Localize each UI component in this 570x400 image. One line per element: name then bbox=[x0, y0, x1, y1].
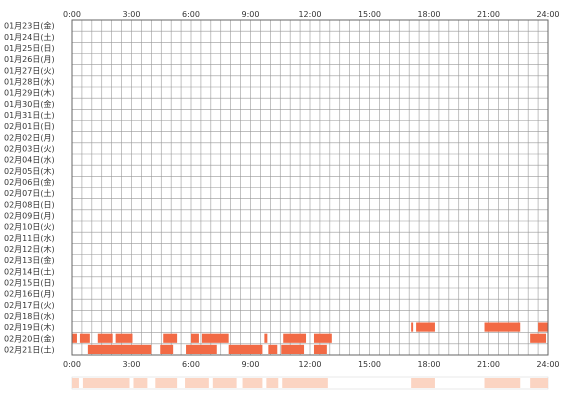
summary-bar bbox=[411, 378, 435, 388]
activity-bar bbox=[530, 333, 547, 343]
x-tick-label: 0:00 bbox=[63, 10, 81, 19]
activity-bar bbox=[411, 322, 414, 332]
row-label: 01月29日(木) bbox=[4, 88, 55, 98]
x-tick-label: 15:00 bbox=[358, 10, 381, 19]
row-label: 02月09日(月) bbox=[4, 211, 55, 220]
row-label: 02月14日(土) bbox=[4, 266, 55, 276]
row-label: 02月19日(木) bbox=[4, 322, 55, 332]
activity-bar bbox=[97, 333, 113, 343]
activity-bar bbox=[268, 344, 278, 354]
activity-bar bbox=[538, 322, 548, 332]
row-label: 01月24日(土) bbox=[4, 32, 55, 42]
summary-bar bbox=[82, 378, 130, 388]
row-label: 02月11日(水) bbox=[4, 233, 55, 243]
activity-bar bbox=[416, 322, 435, 332]
row-label: 02月16日(月) bbox=[4, 290, 55, 299]
plot-border bbox=[71, 19, 549, 356]
activity-bar bbox=[160, 344, 174, 354]
x-tick-label: 18:00 bbox=[417, 360, 440, 369]
activity-bar bbox=[264, 333, 268, 343]
x-tick-label: 9:00 bbox=[242, 10, 260, 19]
row-label: 02月04日(水) bbox=[4, 155, 55, 165]
row-label: 02月18日(水) bbox=[4, 311, 55, 321]
activity-bar bbox=[313, 344, 327, 354]
x-tick-label: 18:00 bbox=[417, 10, 440, 19]
row-labels: 01月23日(金)01月24日(土) 01月25日(日) 01月26日(月) 01月2… bbox=[4, 21, 55, 355]
summary-bar bbox=[185, 378, 209, 388]
x-tick-label: 9:00 bbox=[242, 360, 260, 369]
activity-bar bbox=[484, 322, 521, 332]
row-label: 01月30日(金) bbox=[4, 99, 55, 109]
row-label: 02月03日(火) bbox=[4, 144, 55, 153]
activity-bar bbox=[87, 344, 152, 354]
activity-bar bbox=[186, 344, 217, 354]
summary-bar bbox=[484, 378, 521, 388]
x-tick-label: 3:00 bbox=[123, 10, 141, 19]
x-tick-labels-bottom: 0:00 3:00 6:00 9:00 12:00 15:00 18:00 21:00 24:0… bbox=[63, 360, 560, 369]
row-label: 02月02日(月) bbox=[4, 133, 55, 142]
x-tick-label: 3:00 bbox=[123, 360, 141, 369]
x-tick-label: 6:00 bbox=[182, 360, 200, 369]
summary-strip bbox=[71, 376, 549, 390]
row-label: 02月05日(木) bbox=[4, 166, 55, 176]
plot-frame bbox=[71, 19, 549, 356]
activity-bar bbox=[228, 344, 263, 354]
row-label: 01月26日(月) bbox=[4, 55, 55, 64]
summary-bar bbox=[155, 378, 178, 388]
x-tick-label: 21:00 bbox=[477, 360, 500, 369]
row-label: 02月13日(金) bbox=[4, 255, 55, 265]
x-tick-label: 6:00 bbox=[182, 10, 200, 19]
activity-bar bbox=[283, 333, 307, 343]
x-tick-label: 21:00 bbox=[477, 10, 500, 19]
row-label: 01月27日(火) bbox=[4, 66, 55, 75]
row-label: 02月17日(火) bbox=[4, 301, 55, 310]
x-tick-label: 24:00 bbox=[536, 360, 559, 369]
row-label: 01月23日(金) bbox=[4, 21, 55, 31]
activity-bar bbox=[281, 344, 305, 354]
summary-bar bbox=[133, 378, 148, 388]
grid bbox=[71, 19, 549, 356]
activity-bar bbox=[115, 333, 133, 343]
row-label: 02月12日(木) bbox=[4, 244, 55, 254]
row-label: 01月28日(水) bbox=[4, 76, 55, 86]
row-label: 02月07日(土) bbox=[4, 188, 55, 198]
summary-bar bbox=[242, 378, 263, 388]
row-label: 02月01日(日) bbox=[4, 122, 55, 131]
summary-bar bbox=[212, 378, 237, 388]
summary-bar bbox=[266, 378, 279, 388]
activity-bar bbox=[313, 333, 332, 343]
activity-bar bbox=[201, 333, 229, 343]
row-label: 02月08日(日) bbox=[4, 200, 55, 209]
activity-bar bbox=[191, 333, 199, 343]
x-tick-label: 15:00 bbox=[358, 360, 381, 369]
row-label: 01月31日(土) bbox=[4, 110, 55, 120]
activity-bar bbox=[79, 333, 90, 343]
x-tick-labels-top: 0:00 3:00 6:00 9:00 12:00 15:00 18:00 21:00 24:0… bbox=[63, 10, 560, 19]
x-tick-label: 24:00 bbox=[536, 10, 559, 19]
row-label: 01月25日(日) bbox=[4, 44, 55, 53]
activity-bar bbox=[72, 333, 77, 343]
row-label: 02月06日(金) bbox=[4, 177, 55, 187]
summary-bar bbox=[282, 378, 328, 388]
x-tick-label: 12:00 bbox=[298, 360, 321, 369]
x-tick-label: 0:00 bbox=[63, 360, 81, 369]
summary-bar bbox=[72, 378, 79, 388]
row-label: 02月21日(土) bbox=[4, 344, 55, 354]
row-label: 02月20日(金) bbox=[4, 333, 55, 343]
activity-bars bbox=[72, 322, 548, 354]
row-label: 02月10日(火) bbox=[4, 223, 55, 232]
activity-bar bbox=[163, 333, 178, 343]
summary-bar bbox=[530, 378, 548, 388]
x-tick-label: 12:00 bbox=[298, 10, 321, 19]
row-label: 02月15日(日) bbox=[4, 278, 55, 287]
